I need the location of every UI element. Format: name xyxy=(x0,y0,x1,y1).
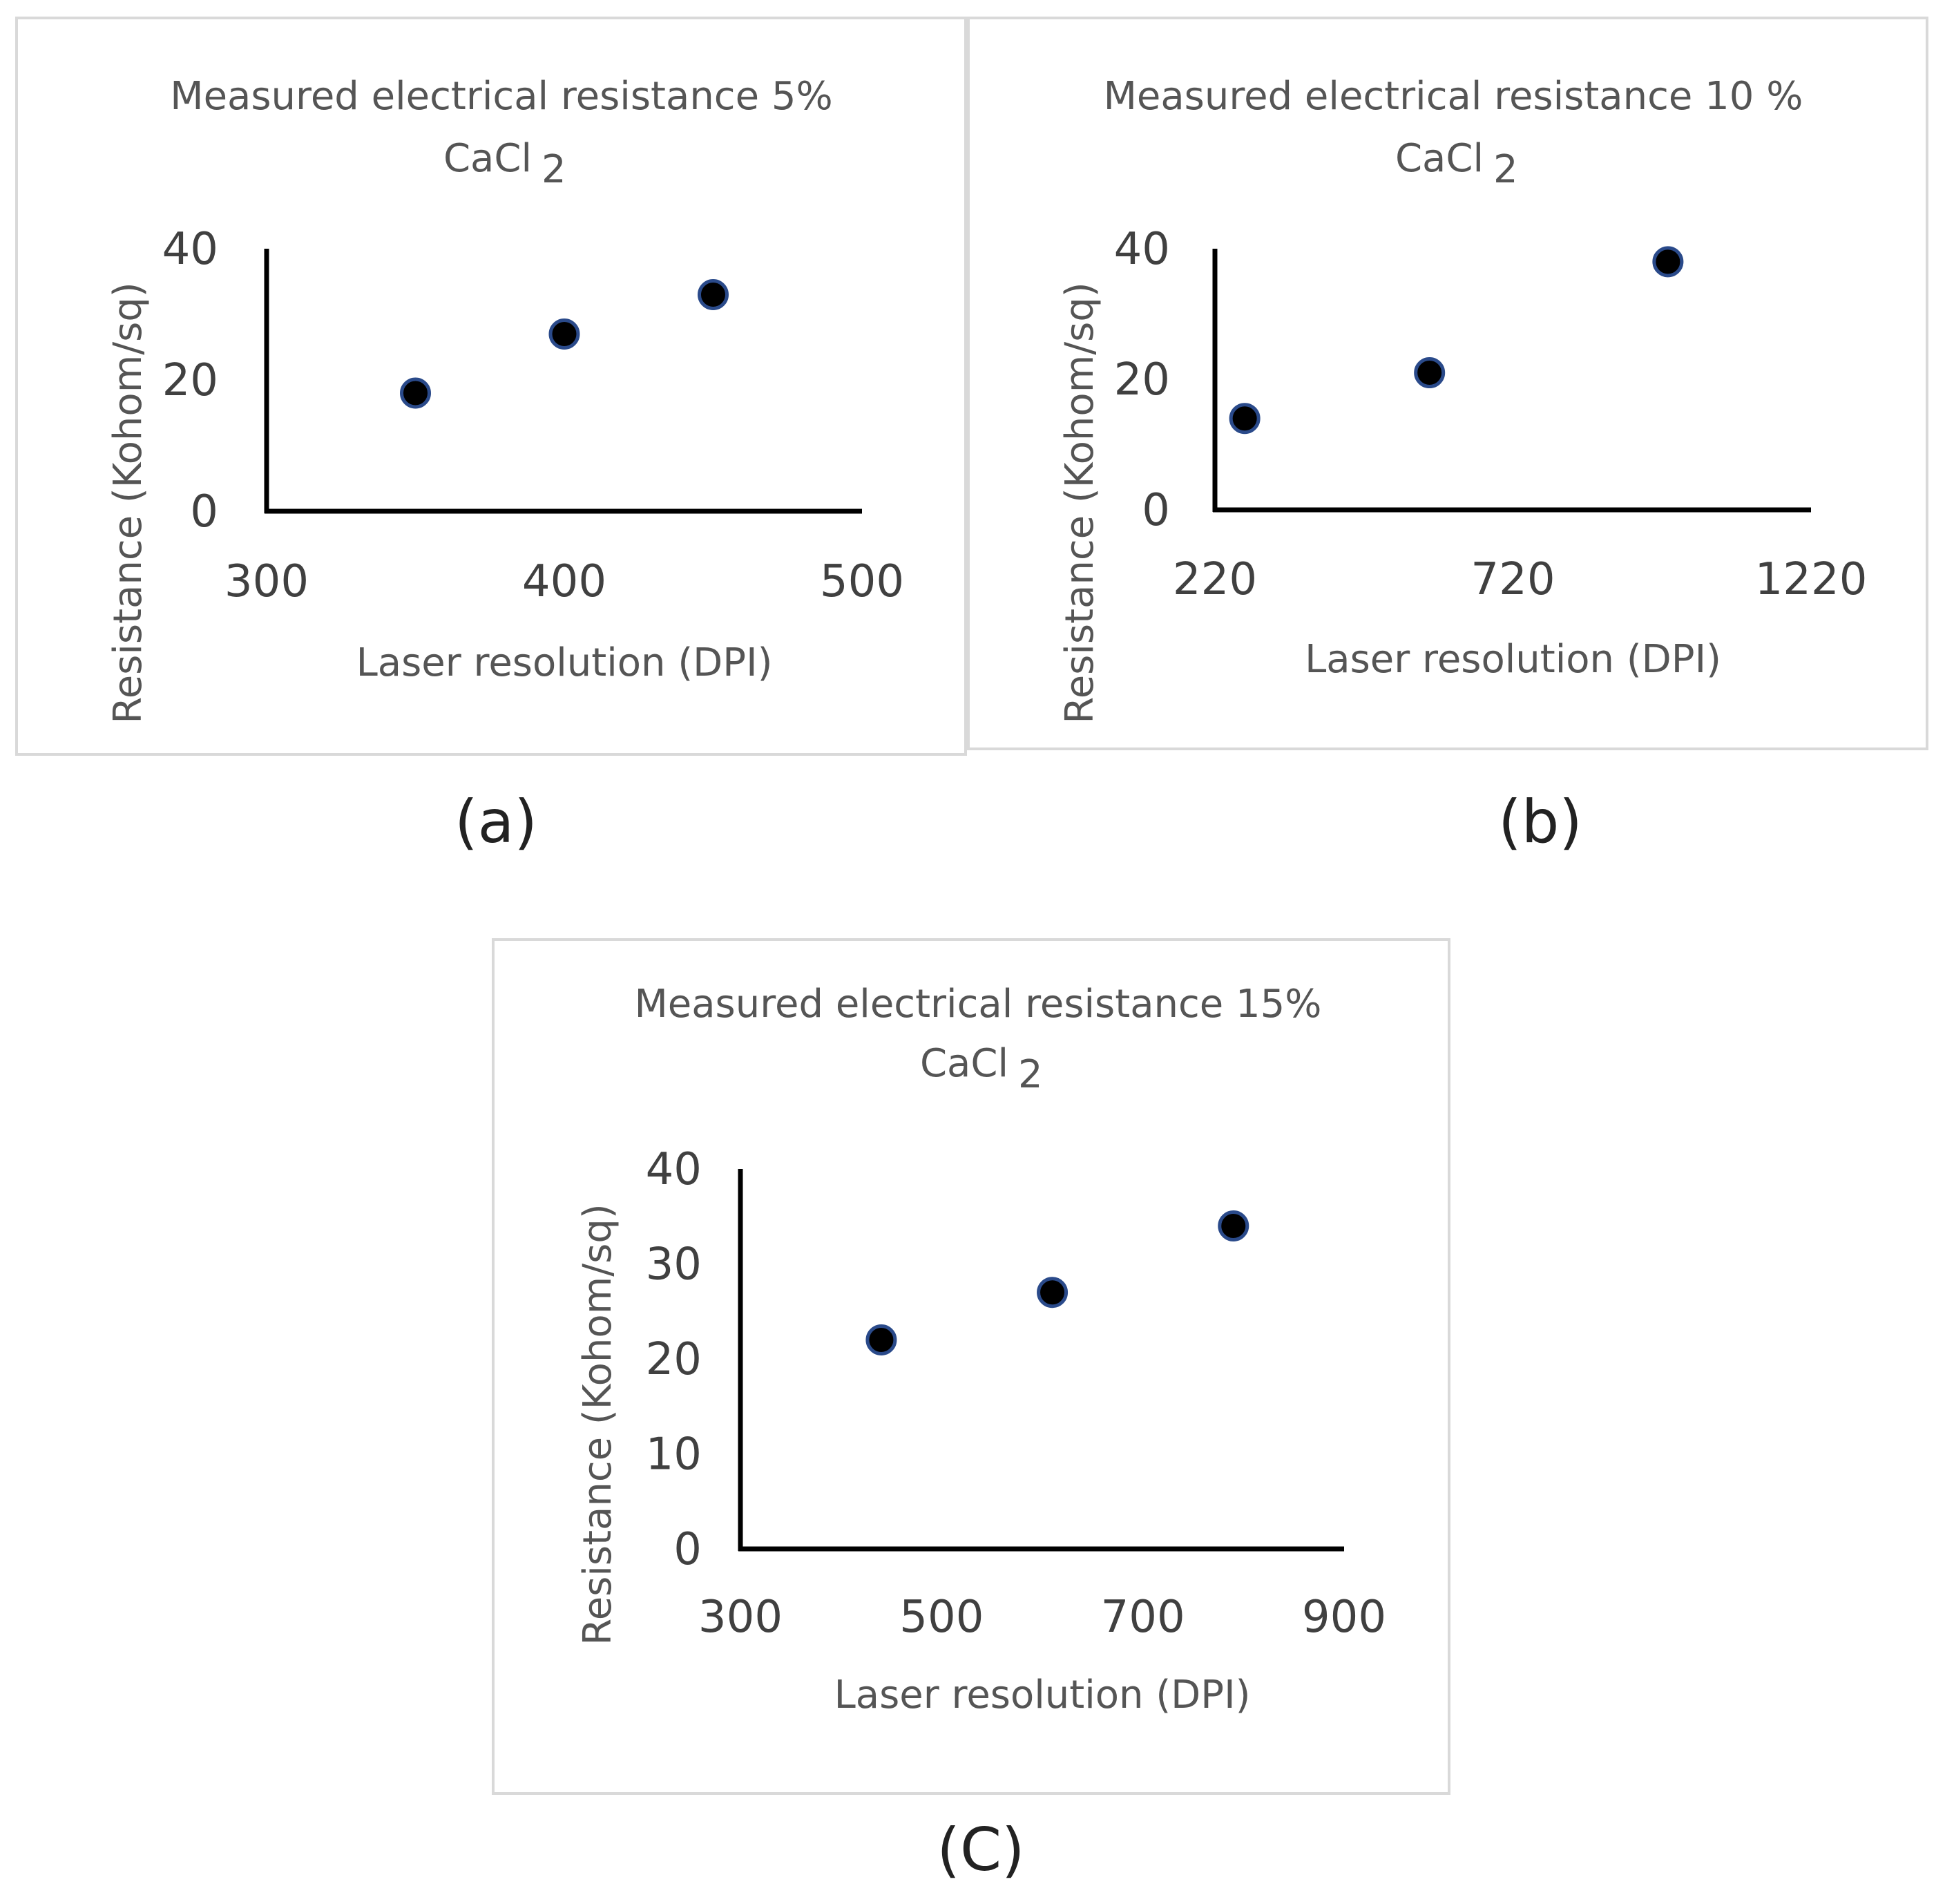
data-point xyxy=(1037,1277,1069,1308)
scatter-chart-a: Measured electrical resistance 5%CaCl 202… xyxy=(106,74,904,724)
chart-title-subscript: 2 xyxy=(1493,147,1518,192)
data-point xyxy=(1229,403,1261,435)
caption-b: (b) xyxy=(1498,788,1582,857)
x-axis-label: Laser resolution (DPI) xyxy=(834,1673,1251,1717)
x-tick-label: 500 xyxy=(899,1592,984,1643)
y-tick-label: 40 xyxy=(1114,224,1170,275)
caption-c: (C) xyxy=(937,1816,1025,1885)
data-point xyxy=(865,1324,897,1355)
y-tick-label: 30 xyxy=(646,1239,702,1291)
chart-title-line2: CaCl xyxy=(443,136,532,181)
y-tick-label: 20 xyxy=(1114,354,1170,406)
data-point xyxy=(698,279,729,310)
data-point xyxy=(1414,357,1446,389)
y-tick-label: 0 xyxy=(190,486,218,537)
chart-title-line1: Measured electrical resistance 10 % xyxy=(1104,74,1803,119)
y-tick-label: 40 xyxy=(646,1144,702,1195)
y-axis-label: Resistance (Kohom/sq) xyxy=(1057,282,1102,723)
chart-title-subscript: 2 xyxy=(542,147,566,192)
y-tick-label: 20 xyxy=(646,1334,702,1385)
x-tick-label: 1220 xyxy=(1755,554,1868,605)
y-tick-label: 0 xyxy=(1142,485,1170,536)
chart-title-line2: CaCl xyxy=(920,1041,1008,1086)
x-tick-label: 500 xyxy=(820,556,904,607)
y-axis-label: Resistance (Kohom/sq) xyxy=(575,1203,620,1645)
scatter-chart-c: Measured electrical resistance 15%CaCl 20… xyxy=(575,982,1386,1717)
caption-a: (a) xyxy=(454,788,537,857)
x-tick-label: 700 xyxy=(1101,1592,1185,1643)
x-tick-label: 720 xyxy=(1470,554,1555,605)
x-tick-label: 300 xyxy=(224,556,309,607)
y-tick-label: 20 xyxy=(162,355,218,406)
x-tick-label: 400 xyxy=(522,556,606,607)
chart-title-line1: Measured electrical resistance 15% xyxy=(634,982,1321,1027)
chart-panel-c: Measured electrical resistance 15% CaCl 2 0… xyxy=(492,938,1450,1795)
x-axis-label: Laser resolution (DPI) xyxy=(356,640,773,685)
chart-panel-a: Measured electrical resistance 5% CaCl 2 0 2… xyxy=(15,17,967,756)
data-point xyxy=(1652,246,1684,278)
y-tick-label: 40 xyxy=(162,224,218,275)
data-point xyxy=(1218,1210,1249,1241)
x-tick-label: 900 xyxy=(1302,1592,1386,1643)
chart-title-line2: CaCl xyxy=(1395,136,1484,181)
x-axis-label: Laser resolution (DPI) xyxy=(1305,637,1721,682)
scatter-chart-b: Measured electrical resistance 10 %CaCl 2… xyxy=(1057,74,1868,724)
chart-title-subscript: 2 xyxy=(1018,1052,1043,1097)
x-tick-label: 220 xyxy=(1173,554,1257,605)
x-tick-label: 300 xyxy=(698,1592,783,1643)
y-tick-label: 0 xyxy=(673,1524,702,1575)
chart-panel-b: Measured electrical resistance 10 % CaCl 2… xyxy=(967,17,1928,750)
y-axis-label: Resistance (Kohom/sq) xyxy=(106,282,151,723)
chart-title-line1: Measured electrical resistance 5% xyxy=(170,74,832,119)
y-tick-label: 10 xyxy=(646,1429,702,1481)
data-point xyxy=(400,377,431,409)
data-point xyxy=(548,318,580,350)
